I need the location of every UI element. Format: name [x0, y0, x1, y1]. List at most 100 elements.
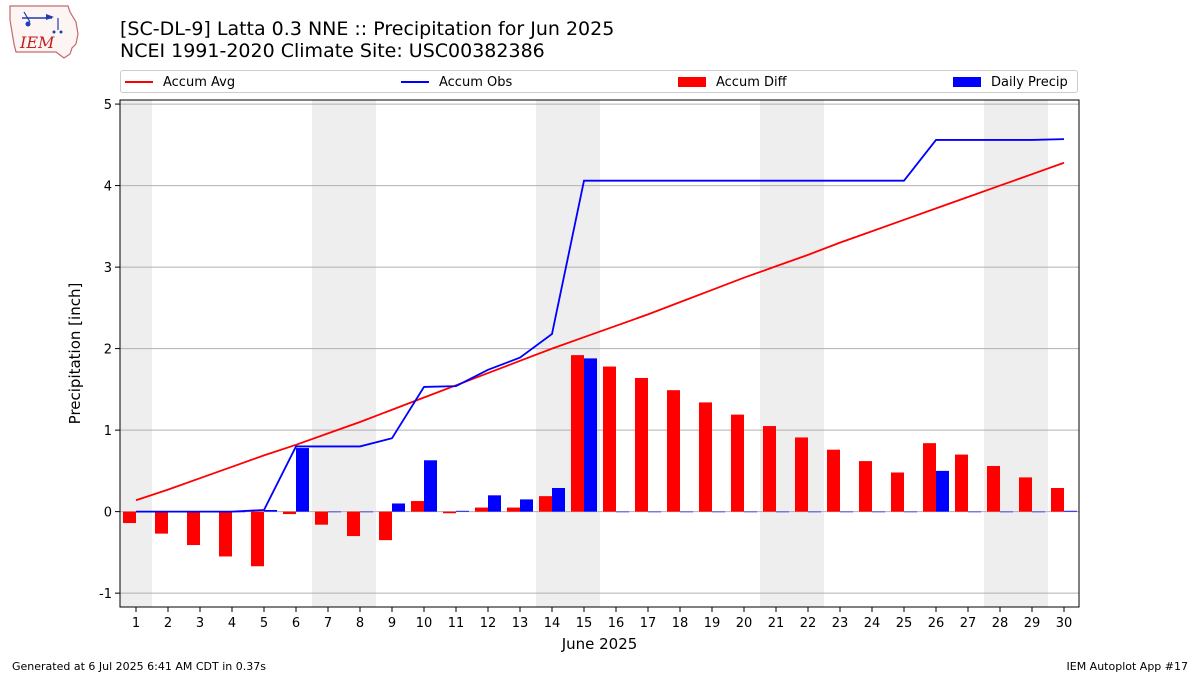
- x-tick-label: 21: [768, 616, 785, 631]
- daily-precip-bar: [552, 487, 565, 512]
- daily-precip-bar: [808, 511, 821, 513]
- legend: Accum Avg Accum Obs Accum Diff Daily Pre…: [120, 70, 1078, 93]
- y-tick-label: 0: [104, 506, 112, 521]
- x-tick-label: 2: [164, 616, 172, 631]
- chart-title: [SC-DL-9] Latta 0.3 NNE :: Precipitation…: [120, 18, 615, 40]
- x-tick-label: 6: [292, 616, 300, 631]
- x-tick-label: 11: [448, 616, 465, 631]
- accum-diff-bar: [123, 511, 136, 524]
- accum-diff-bar: [635, 377, 648, 512]
- x-tick-label: 10: [416, 616, 433, 631]
- chart-subtitle: NCEI 1991-2020 Climate Site: USC00382386: [120, 40, 545, 62]
- accum-diff-bar: [411, 501, 424, 512]
- legend-label: Accum Diff: [716, 74, 787, 90]
- accum-diff-bar: [603, 366, 616, 512]
- daily-precip-bar: [712, 511, 725, 513]
- y-tick-label: 3: [104, 261, 112, 276]
- x-tick-label: 7: [324, 616, 332, 631]
- daily-precip-bar: [616, 511, 629, 513]
- x-tick-label: 3: [196, 616, 204, 631]
- accum-diff-bar: [699, 402, 712, 512]
- x-tick-label: 14: [544, 616, 561, 631]
- accum-diff-bar: [219, 511, 232, 557]
- accum-diff-bar: [251, 511, 264, 567]
- legend-item-daily-precip: Daily Precip: [953, 73, 1068, 91]
- accum-avg-line: [135, 161, 1065, 502]
- x-tick-label: 13: [512, 616, 529, 631]
- accum-diff-bar: [955, 454, 968, 512]
- weekend-shade: [984, 100, 1048, 607]
- x-tick-label: 8: [356, 616, 364, 631]
- x-axis-label: June 2025: [561, 635, 638, 653]
- accum-diff-bar: [475, 507, 488, 512]
- x-tick-label: 9: [388, 616, 396, 631]
- x-tick-label: 4: [228, 616, 236, 631]
- legend-item-accum-obs: Accum Obs: [401, 73, 512, 91]
- x-tick-label: 15: [576, 616, 593, 631]
- accum-diff-bar: [859, 461, 872, 512]
- accum-diff-bar: [987, 465, 1000, 512]
- daily-precip-bar: [328, 511, 341, 513]
- x-tick-label: 24: [864, 616, 881, 631]
- accum-diff-bar: [283, 511, 296, 515]
- daily-precip-bar: [776, 511, 789, 513]
- y-tick-label: 2: [104, 343, 112, 358]
- x-tick-label: 27: [960, 616, 977, 631]
- accum-diff-bar: [1051, 487, 1064, 512]
- generated-timestamp: Generated at 6 Jul 2025 6:41 AM CDT in 0…: [12, 660, 266, 673]
- legend-label: Daily Precip: [991, 74, 1068, 90]
- legend-swatch: [678, 77, 706, 87]
- legend-item-accum-avg: Accum Avg: [125, 73, 235, 91]
- daily-precip-bar: [264, 510, 277, 512]
- daily-precip-bar: [296, 448, 309, 512]
- accum-diff-bar: [155, 511, 168, 534]
- x-tick-label: 20: [736, 616, 753, 631]
- x-tick-label: 16: [608, 616, 625, 631]
- accum-diff-bar: [539, 496, 552, 512]
- weekend-shade: [312, 100, 376, 607]
- daily-precip-bar: [872, 511, 885, 513]
- x-tick-label: 29: [1024, 616, 1041, 631]
- accum-diff-bar: [667, 390, 680, 512]
- accum-diff-bar: [731, 414, 744, 512]
- x-tick-label: 23: [832, 616, 849, 631]
- daily-precip-bar: [1064, 510, 1077, 512]
- accum-diff-bar: [923, 443, 936, 512]
- accum-diff-bar: [315, 511, 328, 525]
- x-tick-label: 22: [800, 616, 817, 631]
- x-tick-label: 5: [260, 616, 268, 631]
- accum-diff-bar: [571, 355, 584, 512]
- daily-precip-bar: [1000, 511, 1013, 513]
- x-tick-label: 17: [640, 616, 657, 631]
- accum-diff-bar: [1019, 477, 1032, 512]
- daily-precip-bar: [520, 499, 533, 512]
- app-credit: IEM Autoplot App #17: [1066, 660, 1189, 673]
- accum-diff-bar: [763, 426, 776, 512]
- daily-precip-bar: [456, 510, 469, 512]
- y-tick-label: 5: [104, 98, 112, 113]
- y-tick-label: -1: [99, 587, 112, 602]
- accum-diff-bar: [827, 449, 840, 512]
- accum-diff-bar: [443, 511, 456, 514]
- legend-swatch: [125, 81, 153, 83]
- weekend-shade: [120, 100, 152, 607]
- daily-precip-bar: [968, 511, 981, 513]
- accum-diff-bar: [507, 507, 520, 512]
- daily-precip-bar: [840, 511, 853, 513]
- legend-item-accum-diff: Accum Diff: [678, 73, 787, 91]
- daily-precip-bar: [392, 503, 405, 512]
- plot-frame: [119, 99, 1080, 608]
- daily-precip-bar: [1032, 511, 1045, 513]
- x-tick-label: 28: [992, 616, 1009, 631]
- legend-swatch: [401, 81, 429, 83]
- x-tick-label: 25: [896, 616, 913, 631]
- legend-label: Accum Obs: [439, 74, 513, 90]
- daily-precip-bar: [584, 358, 597, 512]
- legend-label: Accum Avg: [163, 74, 236, 90]
- daily-precip-bar: [424, 460, 437, 512]
- x-tick-label: 12: [480, 616, 497, 631]
- daily-precip-bar: [744, 511, 757, 513]
- logo-text: IEM: [19, 33, 55, 52]
- daily-precip-bar: [904, 511, 917, 513]
